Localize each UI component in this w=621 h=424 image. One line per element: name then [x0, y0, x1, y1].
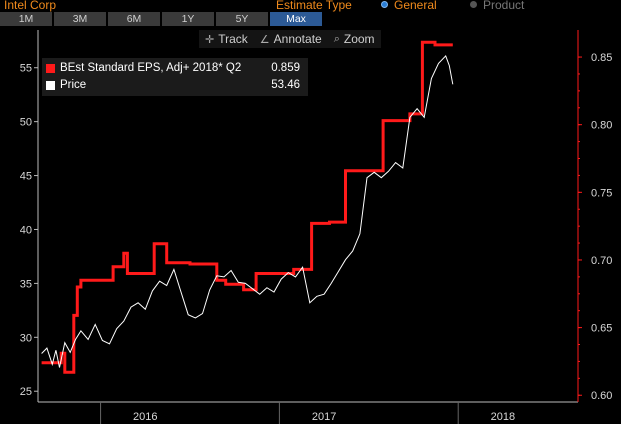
legend-price-value: 53.46: [271, 79, 300, 91]
left-tick-label: 55: [20, 63, 32, 75]
radio-product-icon[interactable]: [470, 1, 477, 8]
range-button-1y[interactable]: 1Y: [162, 12, 214, 26]
x-tick-label: 2017: [312, 411, 336, 423]
header-bar: Intel Corp Estimate Type General Product: [0, 0, 621, 12]
left-tick-label: 30: [20, 332, 32, 344]
estimate-type-label: Estimate Type: [276, 0, 352, 12]
magnifier-icon: ⌕: [333, 32, 340, 45]
right-tick-label: 0.80: [591, 120, 612, 132]
legend-eps-value: 0.859: [271, 62, 300, 74]
annotate-button[interactable]: ∠ Annotate: [254, 30, 328, 48]
legend-price[interactable]: Price 53.46: [46, 78, 304, 92]
right-tick-label: 0.65: [591, 323, 612, 335]
legend-eps[interactable]: BEst Standard EPS, Adj+ 2018* Q2 0.859: [46, 61, 304, 75]
right-y-axis: 0.60 0.65 0.70 0.75 0.80 0.85: [577, 30, 612, 402]
left-tick-label: 40: [20, 224, 32, 236]
price-line: [41, 54, 454, 368]
range-button-3m[interactable]: 3M: [54, 12, 106, 26]
right-tick-label: 0.70: [591, 255, 612, 267]
left-tick-label: 35: [20, 278, 32, 290]
eps-step-line: [41, 40, 453, 374]
right-tick-label: 0.85: [591, 52, 612, 64]
annotate-label: Annotate: [273, 32, 322, 46]
legend-price-name: Price: [60, 79, 87, 91]
zoom-label: Zoom: [343, 32, 375, 46]
left-tick-label: 45: [20, 171, 32, 183]
x-tick-label: 2018: [491, 411, 515, 423]
left-tick-label: 50: [20, 117, 32, 129]
x-tick-label: 2016: [133, 411, 157, 423]
pencil-icon: ∠: [259, 33, 270, 46]
chart-legend: BEst Standard EPS, Adj+ 2018* Q2 0.859 P…: [42, 58, 308, 96]
range-button-6m[interactable]: 6M: [108, 12, 160, 26]
track-label: Track: [218, 32, 248, 46]
right-tick-label: 0.60: [591, 390, 612, 402]
chart-toolbar: ✛ Track ∠ Annotate ⌕ Zoom: [199, 30, 381, 48]
range-selector: 1M 3M 6M 1Y 5Y Max: [0, 12, 322, 26]
legend-eps-name: BEst Standard EPS, Adj+ 2018* Q2: [60, 62, 242, 74]
option-general[interactable]: General: [394, 0, 437, 12]
ticker-name: Intel Corp: [4, 0, 57, 12]
left-y-axis: 25 30 35 40 45 50 55: [20, 30, 39, 402]
crosshair-icon: ✛: [205, 33, 215, 46]
left-tick-label: 25: [20, 386, 32, 398]
radio-general-icon[interactable]: [381, 1, 388, 8]
option-product[interactable]: Product: [483, 0, 525, 12]
range-button-5y[interactable]: 5Y: [216, 12, 268, 26]
x-axis: 2016 2017 2018: [38, 401, 578, 424]
legend-swatch-eps: [46, 63, 55, 73]
range-button-1m[interactable]: 1M: [0, 12, 52, 26]
right-tick-label: 0.75: [591, 187, 612, 199]
zoom-button[interactable]: ⌕ Zoom: [328, 30, 381, 48]
track-button[interactable]: ✛ Track: [199, 30, 254, 48]
legend-swatch-price: [46, 80, 55, 90]
range-button-max[interactable]: Max: [270, 12, 322, 26]
series-lines: [41, 40, 454, 374]
